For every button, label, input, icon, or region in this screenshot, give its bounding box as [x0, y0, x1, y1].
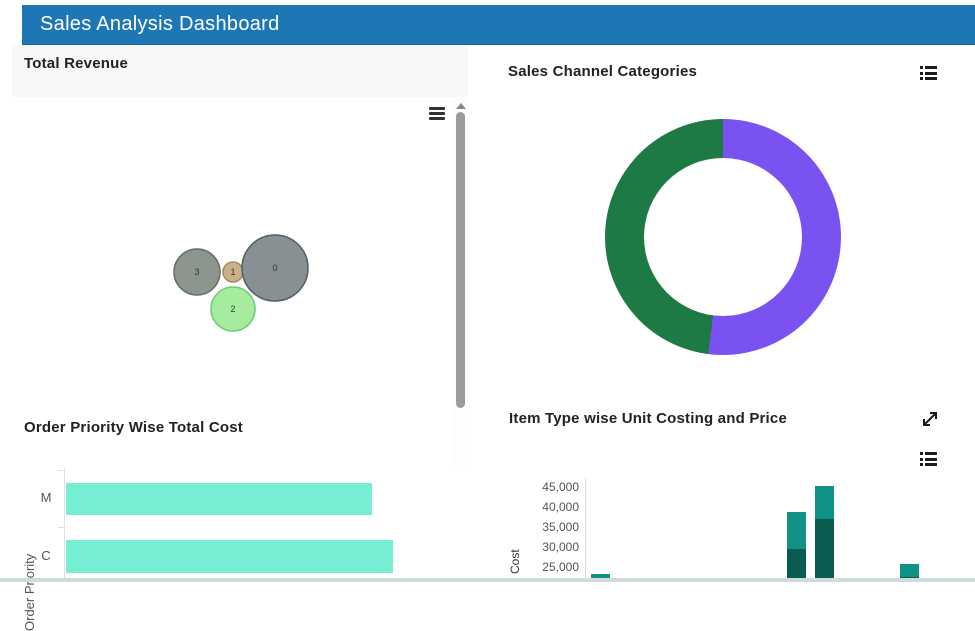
- hamburger-menu-icon[interactable]: [429, 107, 445, 120]
- y-tick-label: 30,000: [542, 540, 579, 554]
- column-1-lower[interactable]: [787, 549, 806, 578]
- y-axis-label-priority: Order Priority: [22, 553, 37, 631]
- y-axis-line: [585, 479, 586, 578]
- y-axis-label-cost: Cost: [508, 549, 522, 574]
- expand-icon[interactable]: [920, 409, 940, 429]
- bubble-2[interactable]: [210, 286, 256, 332]
- page-title: Sales Analysis Dashboard: [40, 13, 280, 35]
- y-tick-label: 45,000: [542, 480, 579, 494]
- bottom-content-edge: [0, 578, 975, 582]
- bubble-3[interactable]: [173, 248, 221, 296]
- sales-channel-donut-chart[interactable]: [605, 119, 841, 355]
- bar-M[interactable]: [66, 483, 372, 515]
- y-axis-line: [64, 468, 65, 582]
- bubble-label: 2: [230, 304, 235, 314]
- dashboard-header: Sales Analysis Dashboard: [22, 5, 975, 45]
- axis-tick: [58, 470, 65, 471]
- category-label-C: C: [41, 547, 51, 563]
- axis-tick: [58, 527, 65, 528]
- y-tick-label: 25,000: [542, 560, 579, 574]
- column-0-upper[interactable]: [591, 574, 610, 578]
- list-menu-icon[interactable]: [920, 452, 937, 466]
- bubble-label: 0: [272, 263, 277, 273]
- scrollbar-thumb[interactable]: [456, 112, 465, 408]
- order-priority-title: Order Priority Wise Total Cost: [24, 419, 243, 436]
- list-menu-icon[interactable]: [920, 66, 937, 80]
- scrollbar-up-arrow-icon[interactable]: [456, 103, 466, 109]
- total-revenue-bubble-chart[interactable]: 3 1 0 2: [0, 0, 975, 582]
- column-2-upper[interactable]: [815, 486, 834, 519]
- column-1-upper[interactable]: [787, 512, 806, 549]
- category-label-M: M: [40, 490, 52, 505]
- total-revenue-title: Total Revenue: [24, 55, 129, 72]
- total-revenue-panel-header: Total Revenue: [12, 45, 468, 97]
- sales-channel-title: Sales Channel Categories: [508, 63, 698, 80]
- column-2-lower[interactable]: [815, 519, 834, 578]
- bubble-0[interactable]: [241, 234, 309, 302]
- column-3-lower[interactable]: [900, 577, 919, 578]
- column-3-upper[interactable]: [900, 564, 919, 577]
- bubble-label: 1: [230, 267, 235, 277]
- bar-C[interactable]: [66, 540, 393, 573]
- bubble-label: 3: [194, 267, 199, 277]
- y-tick-label: 40,000: [542, 500, 579, 514]
- donut-hole: [644, 158, 802, 316]
- y-tick-label: 35,000: [542, 520, 579, 534]
- item-type-title: Item Type wise Unit Costing and Price: [509, 410, 788, 427]
